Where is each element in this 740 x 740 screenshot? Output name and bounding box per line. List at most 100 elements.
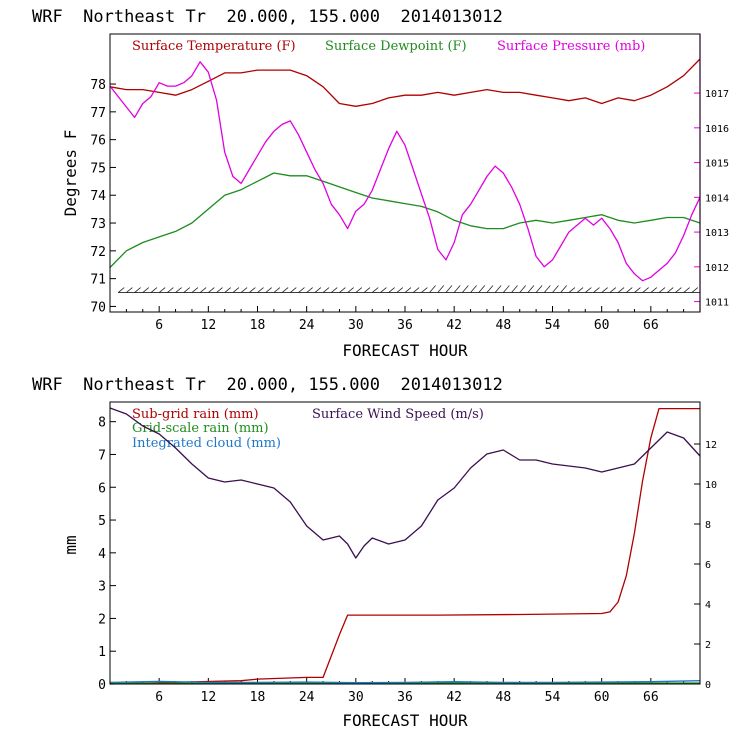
wind-barb: [396, 287, 404, 293]
wind-barb: [683, 287, 690, 293]
bottom-y2tick-label: 4: [705, 600, 711, 611]
bottom-chart: WRF Northeast Tr 20.000, 155.000 2014013…: [32, 375, 717, 730]
wind-barb: [306, 287, 313, 293]
wind-barb: [642, 287, 649, 293]
wind-barb: [650, 287, 658, 293]
wind-barb: [142, 287, 150, 293]
wind-barb: [380, 287, 387, 293]
wind-barb: [412, 287, 420, 293]
wind-barb: [224, 287, 231, 293]
wind-barb: [281, 287, 289, 293]
wind-barb: [175, 287, 182, 293]
wind-barb: [601, 287, 608, 293]
bottom-y2tick-label: 10: [705, 480, 717, 491]
bottom-chart-ylabel: mm: [61, 535, 80, 554]
wind-barb: [625, 287, 633, 293]
wind-barb: [691, 287, 699, 293]
top-xtick-label: 24: [299, 318, 315, 333]
top-xtick-label: 66: [643, 318, 659, 333]
wind-barb: [134, 287, 141, 293]
top-y2tick-label: 1016: [705, 124, 729, 135]
top-xtick-label: 42: [446, 318, 462, 333]
wind-barb: [371, 287, 379, 293]
bottom-xtick-label: 48: [496, 690, 512, 705]
wind-barb: [609, 287, 617, 293]
top-xtick-label: 6: [155, 318, 163, 333]
wind-barb: [339, 287, 346, 293]
wind-barb: [658, 287, 666, 293]
bottom-series-line-3: [109, 407, 701, 559]
wind-barb: [314, 287, 322, 293]
top-ytick-label: 76: [90, 134, 106, 149]
bottom-series-line-0: [109, 407, 700, 685]
wind-barb: [240, 287, 248, 293]
bottom-legend-entry: Grid-scale rain (mm): [132, 421, 269, 436]
top-chart-xlabel: FORECAST HOUR: [342, 341, 468, 360]
bottom-chart-xlabel: FORECAST HOUR: [342, 711, 468, 730]
top-xtick-label: 36: [397, 318, 413, 333]
wind-barbs: [117, 285, 700, 293]
bottom-ytick-label: 1: [98, 645, 106, 660]
wind-barb: [519, 285, 527, 293]
wind-barb: [494, 285, 502, 293]
wind-barb: [249, 287, 256, 293]
wind-barb: [511, 285, 518, 293]
bottom-xtick-label: 66: [643, 690, 659, 705]
wind-barb: [183, 287, 191, 293]
wind-barb: [330, 287, 338, 293]
bottom-ytick-label: 5: [98, 514, 106, 529]
bottom-y2tick-label: 6: [705, 560, 711, 571]
bottom-chart-frame: [109, 401, 701, 685]
wind-barb: [363, 287, 371, 293]
top-series-line-2: [109, 61, 701, 282]
wind-barb: [617, 287, 625, 293]
wind-barb: [421, 287, 428, 293]
top-y2tick-label: 1012: [705, 263, 729, 274]
top-chart-ylabel: Degrees F: [61, 130, 80, 217]
wind-barb: [126, 287, 133, 293]
wind-barb: [445, 285, 453, 293]
top-xtick-label: 48: [496, 318, 512, 333]
bottom-xtick-label: 36: [397, 690, 413, 705]
top-chart: WRF Northeast Tr 20.000, 155.000 2014013…: [32, 7, 729, 360]
bottom-legend-entry: Integrated cloud (mm): [132, 436, 281, 451]
bottom-xtick-label: 6: [155, 690, 163, 705]
wind-barb: [593, 287, 600, 293]
bottom-ytick-label: 3: [98, 580, 106, 595]
bottom-ytick-label: 6: [98, 481, 106, 496]
wind-barb: [576, 287, 584, 293]
wind-barb: [232, 287, 240, 293]
top-ytick-label: 75: [90, 161, 106, 176]
wind-barb: [265, 287, 272, 293]
wind-barb: [544, 285, 551, 293]
wind-barb: [158, 287, 166, 293]
top-ytick-label: 72: [90, 245, 106, 260]
wind-barb: [273, 287, 281, 293]
wind-barb: [208, 287, 215, 293]
top-chart-legend: Surface Temperature (F) Surface Dewpoint …: [132, 39, 645, 54]
bottom-ytick-label: 2: [98, 612, 106, 627]
bottom-xtick-label: 42: [446, 690, 462, 705]
wind-barb: [560, 285, 567, 293]
top-chart-title: WRF Northeast Tr 20.000, 155.000 2014013…: [32, 7, 503, 27]
wind-barb: [527, 285, 535, 293]
wind-barb: [216, 287, 223, 293]
bottom-chart-title: WRF Northeast Tr 20.000, 155.000 2014013…: [32, 375, 503, 395]
wind-barb: [535, 285, 543, 293]
wind-barb: [486, 285, 494, 293]
bottom-xtick-label: 60: [594, 690, 610, 705]
wind-barb: [290, 287, 297, 293]
bottom-y2tick-label: 8: [705, 520, 711, 531]
top-ytick-label: 70: [90, 300, 106, 315]
wind-barb: [470, 285, 477, 293]
bottom-ytick-label: 4: [98, 547, 106, 562]
top-chart-frame: [109, 33, 701, 313]
top-ytick-label: 74: [90, 189, 106, 204]
wind-barb: [404, 287, 412, 293]
top-ytick-label: 78: [90, 78, 106, 93]
bottom-legend-entry: Surface Wind Speed (m/s): [312, 407, 484, 422]
bottom-xtick-label: 18: [250, 690, 266, 705]
wind-barb: [503, 285, 510, 293]
bottom-ytick-label: 0: [98, 678, 106, 693]
